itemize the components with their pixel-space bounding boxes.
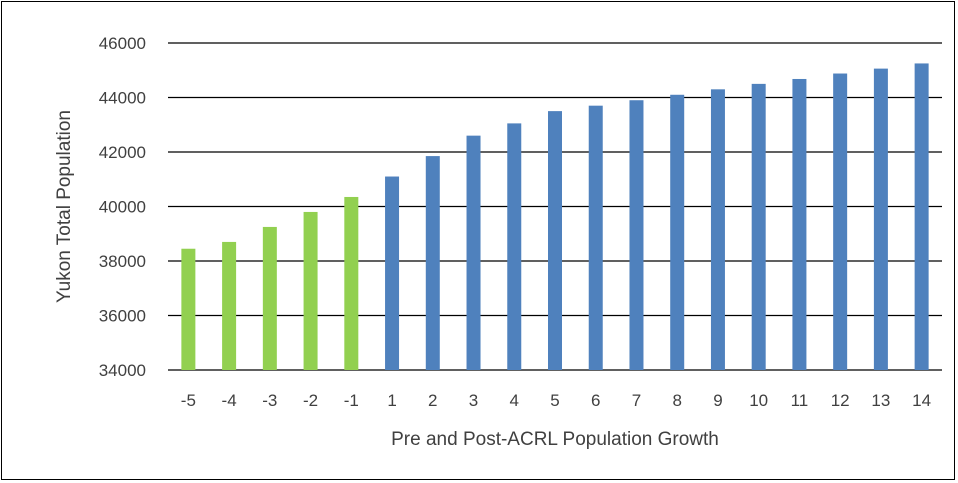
x-tick-label: 12 [831,391,850,410]
x-tick-label: 13 [871,391,890,410]
x-tick-label: -2 [303,391,318,410]
bar-7 [629,100,644,370]
x-tick-label: 9 [713,391,722,410]
y-tick-label: 34000 [99,361,146,380]
x-tick-label: -5 [181,391,196,410]
bar--3 [262,226,277,370]
bar-2 [425,156,440,370]
bar--1 [344,196,359,370]
x-tick-label: -1 [344,391,359,410]
y-tick-label: 38000 [99,252,146,271]
x-tick-label: 11 [791,391,809,410]
y-tick-label: 36000 [99,307,146,326]
y-tick-label: 40000 [99,198,146,217]
bars [181,63,929,371]
bar-4 [507,123,522,370]
x-tick-label: 2 [428,391,437,410]
x-axis-ticks: -5 -4 -3 -2 -1 1 2 3 4 5 6 7 8 9 10 11 12 13 14 [181,391,931,410]
x-tick-label: -3 [262,391,277,410]
x-tick-label: 8 [672,391,681,410]
bar-5 [548,111,562,370]
bar-14 [914,63,929,370]
bar-6 [588,105,603,371]
y-tick-label: 42000 [99,143,146,162]
x-tick-label: 1 [387,391,396,410]
x-tick-label: 14 [912,391,931,410]
x-tick-label: 3 [469,391,478,410]
y-axis-ticks: 34000 36000 38000 40000 42000 44000 46000 [99,34,146,380]
x-tick-label: -4 [222,391,237,410]
bar--2 [303,211,318,370]
x-tick-label: 7 [632,391,641,410]
bar--4 [222,241,237,370]
x-axis-title: Pre and Post-ACRL Population Growth [391,429,719,450]
y-axis-title: Yukon Total Population [54,110,75,303]
y-tick-label: 46000 [99,34,146,53]
x-tick-label: 4 [510,391,519,410]
x-tick-label: 10 [749,391,768,410]
y-tick-label: 44000 [99,89,146,108]
bar-1 [385,176,400,370]
bar-9 [710,89,725,370]
bar--5 [181,248,196,370]
x-tick-label: 5 [550,391,559,410]
bar-11 [792,78,807,370]
bar-12 [833,73,848,371]
bar-8 [670,94,685,371]
bar-10 [751,83,766,370]
x-tick-label: 6 [591,391,600,410]
bar-13 [873,68,888,371]
bar-3 [466,135,481,370]
